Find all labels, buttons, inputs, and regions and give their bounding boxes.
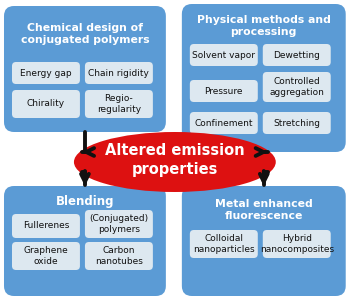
Text: Fullerenes: Fullerenes bbox=[23, 221, 69, 230]
Text: Carbon
nanotubes: Carbon nanotubes bbox=[95, 246, 143, 266]
Text: Pressure: Pressure bbox=[204, 86, 243, 95]
Text: Confinement: Confinement bbox=[195, 118, 253, 127]
FancyBboxPatch shape bbox=[12, 242, 80, 270]
FancyBboxPatch shape bbox=[4, 186, 166, 296]
Text: Blending: Blending bbox=[56, 196, 114, 208]
Text: Chain rigidity: Chain rigidity bbox=[89, 68, 149, 77]
FancyBboxPatch shape bbox=[12, 214, 80, 238]
FancyBboxPatch shape bbox=[263, 72, 331, 102]
FancyBboxPatch shape bbox=[263, 112, 331, 134]
Text: Regio-
regularity: Regio- regularity bbox=[97, 94, 141, 114]
FancyBboxPatch shape bbox=[4, 6, 166, 132]
FancyBboxPatch shape bbox=[263, 230, 331, 258]
FancyBboxPatch shape bbox=[85, 90, 153, 118]
Text: Colloidal
nanoparticles: Colloidal nanoparticles bbox=[193, 234, 255, 254]
Ellipse shape bbox=[74, 132, 276, 192]
Text: Hybrid
nanocomposites: Hybrid nanocomposites bbox=[260, 234, 334, 254]
FancyBboxPatch shape bbox=[85, 242, 153, 270]
FancyBboxPatch shape bbox=[85, 210, 153, 238]
Text: Chemical design of
conjugated polymers: Chemical design of conjugated polymers bbox=[21, 23, 149, 45]
FancyBboxPatch shape bbox=[190, 112, 258, 134]
Text: Graphene
oxide: Graphene oxide bbox=[23, 246, 68, 266]
Text: Altered emission
properties: Altered emission properties bbox=[105, 143, 245, 177]
FancyBboxPatch shape bbox=[12, 90, 80, 118]
FancyBboxPatch shape bbox=[190, 230, 258, 258]
Text: Solvent vapor: Solvent vapor bbox=[192, 50, 255, 59]
Text: Metal enhanced
fluorescence: Metal enhanced fluorescence bbox=[215, 199, 313, 221]
FancyBboxPatch shape bbox=[12, 62, 80, 84]
FancyBboxPatch shape bbox=[263, 44, 331, 66]
FancyBboxPatch shape bbox=[190, 44, 258, 66]
FancyBboxPatch shape bbox=[190, 80, 258, 102]
Text: (Conjugated)
polymers: (Conjugated) polymers bbox=[89, 214, 148, 234]
Text: Controlled
aggregation: Controlled aggregation bbox=[269, 77, 324, 97]
FancyBboxPatch shape bbox=[85, 62, 153, 84]
Text: Physical methods and
processing: Physical methods and processing bbox=[197, 15, 331, 37]
Text: Stretching: Stretching bbox=[273, 118, 320, 127]
Text: Dewetting: Dewetting bbox=[273, 50, 320, 59]
Text: Chirality: Chirality bbox=[27, 100, 65, 109]
FancyBboxPatch shape bbox=[182, 4, 346, 152]
FancyBboxPatch shape bbox=[182, 186, 346, 296]
Text: Energy gap: Energy gap bbox=[20, 68, 72, 77]
